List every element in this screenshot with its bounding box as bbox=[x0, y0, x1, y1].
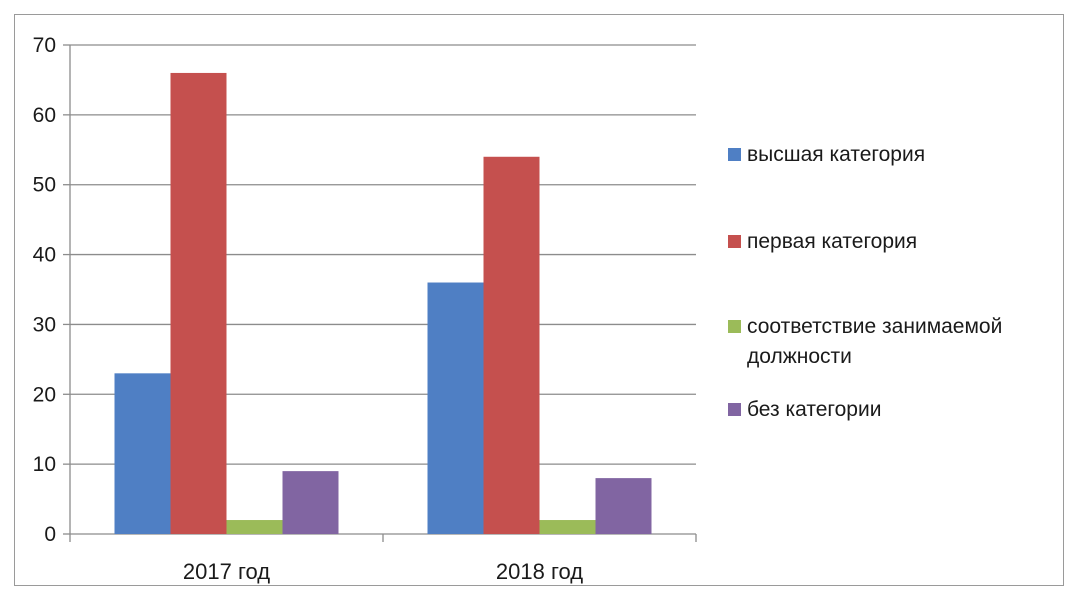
bar-1-2 bbox=[427, 282, 484, 534]
x-category-label: 2018 год bbox=[496, 559, 583, 584]
y-tick-label: 10 bbox=[33, 453, 56, 476]
y-tick-label: 40 bbox=[33, 244, 56, 267]
legend-swatch bbox=[728, 148, 741, 161]
y-tick-label: 30 bbox=[33, 313, 56, 336]
bar-2-1 bbox=[170, 72, 227, 534]
legend-item: высшая категория bbox=[728, 140, 1057, 170]
legend-swatch bbox=[728, 320, 741, 333]
legend-label: первая категория bbox=[747, 230, 918, 253]
legend-item: без категории bbox=[728, 395, 1057, 425]
legend-swatch bbox=[728, 235, 741, 248]
legend-item: соответствие занимаемой должности bbox=[728, 312, 1057, 372]
bar-4-2 bbox=[595, 478, 652, 534]
x-category-label: 2017 год bbox=[183, 559, 270, 584]
legend-swatch bbox=[728, 403, 741, 416]
legend-item: первая категория bbox=[728, 227, 1057, 257]
bar-3-1 bbox=[226, 520, 283, 534]
y-tick-label: 70 bbox=[33, 34, 56, 57]
legend-label: соответствие занимаемой должности bbox=[747, 315, 1003, 368]
y-tick-label: 50 bbox=[33, 174, 56, 197]
bar-2-2 bbox=[483, 156, 540, 534]
legend-label: высшая категория bbox=[747, 143, 926, 166]
bar-3-2 bbox=[539, 520, 596, 534]
labels: 0 10 20 30 40 50 60 70 2017 год 2018 год bbox=[33, 34, 584, 584]
bar-1-1 bbox=[114, 373, 171, 534]
y-tick-label: 20 bbox=[33, 383, 56, 406]
y-tick-label: 60 bbox=[33, 104, 56, 127]
y-tick-label: 0 bbox=[44, 523, 56, 546]
legend-label: без категории bbox=[747, 398, 882, 421]
bars bbox=[114, 72, 652, 534]
bar-4-1 bbox=[282, 471, 339, 534]
